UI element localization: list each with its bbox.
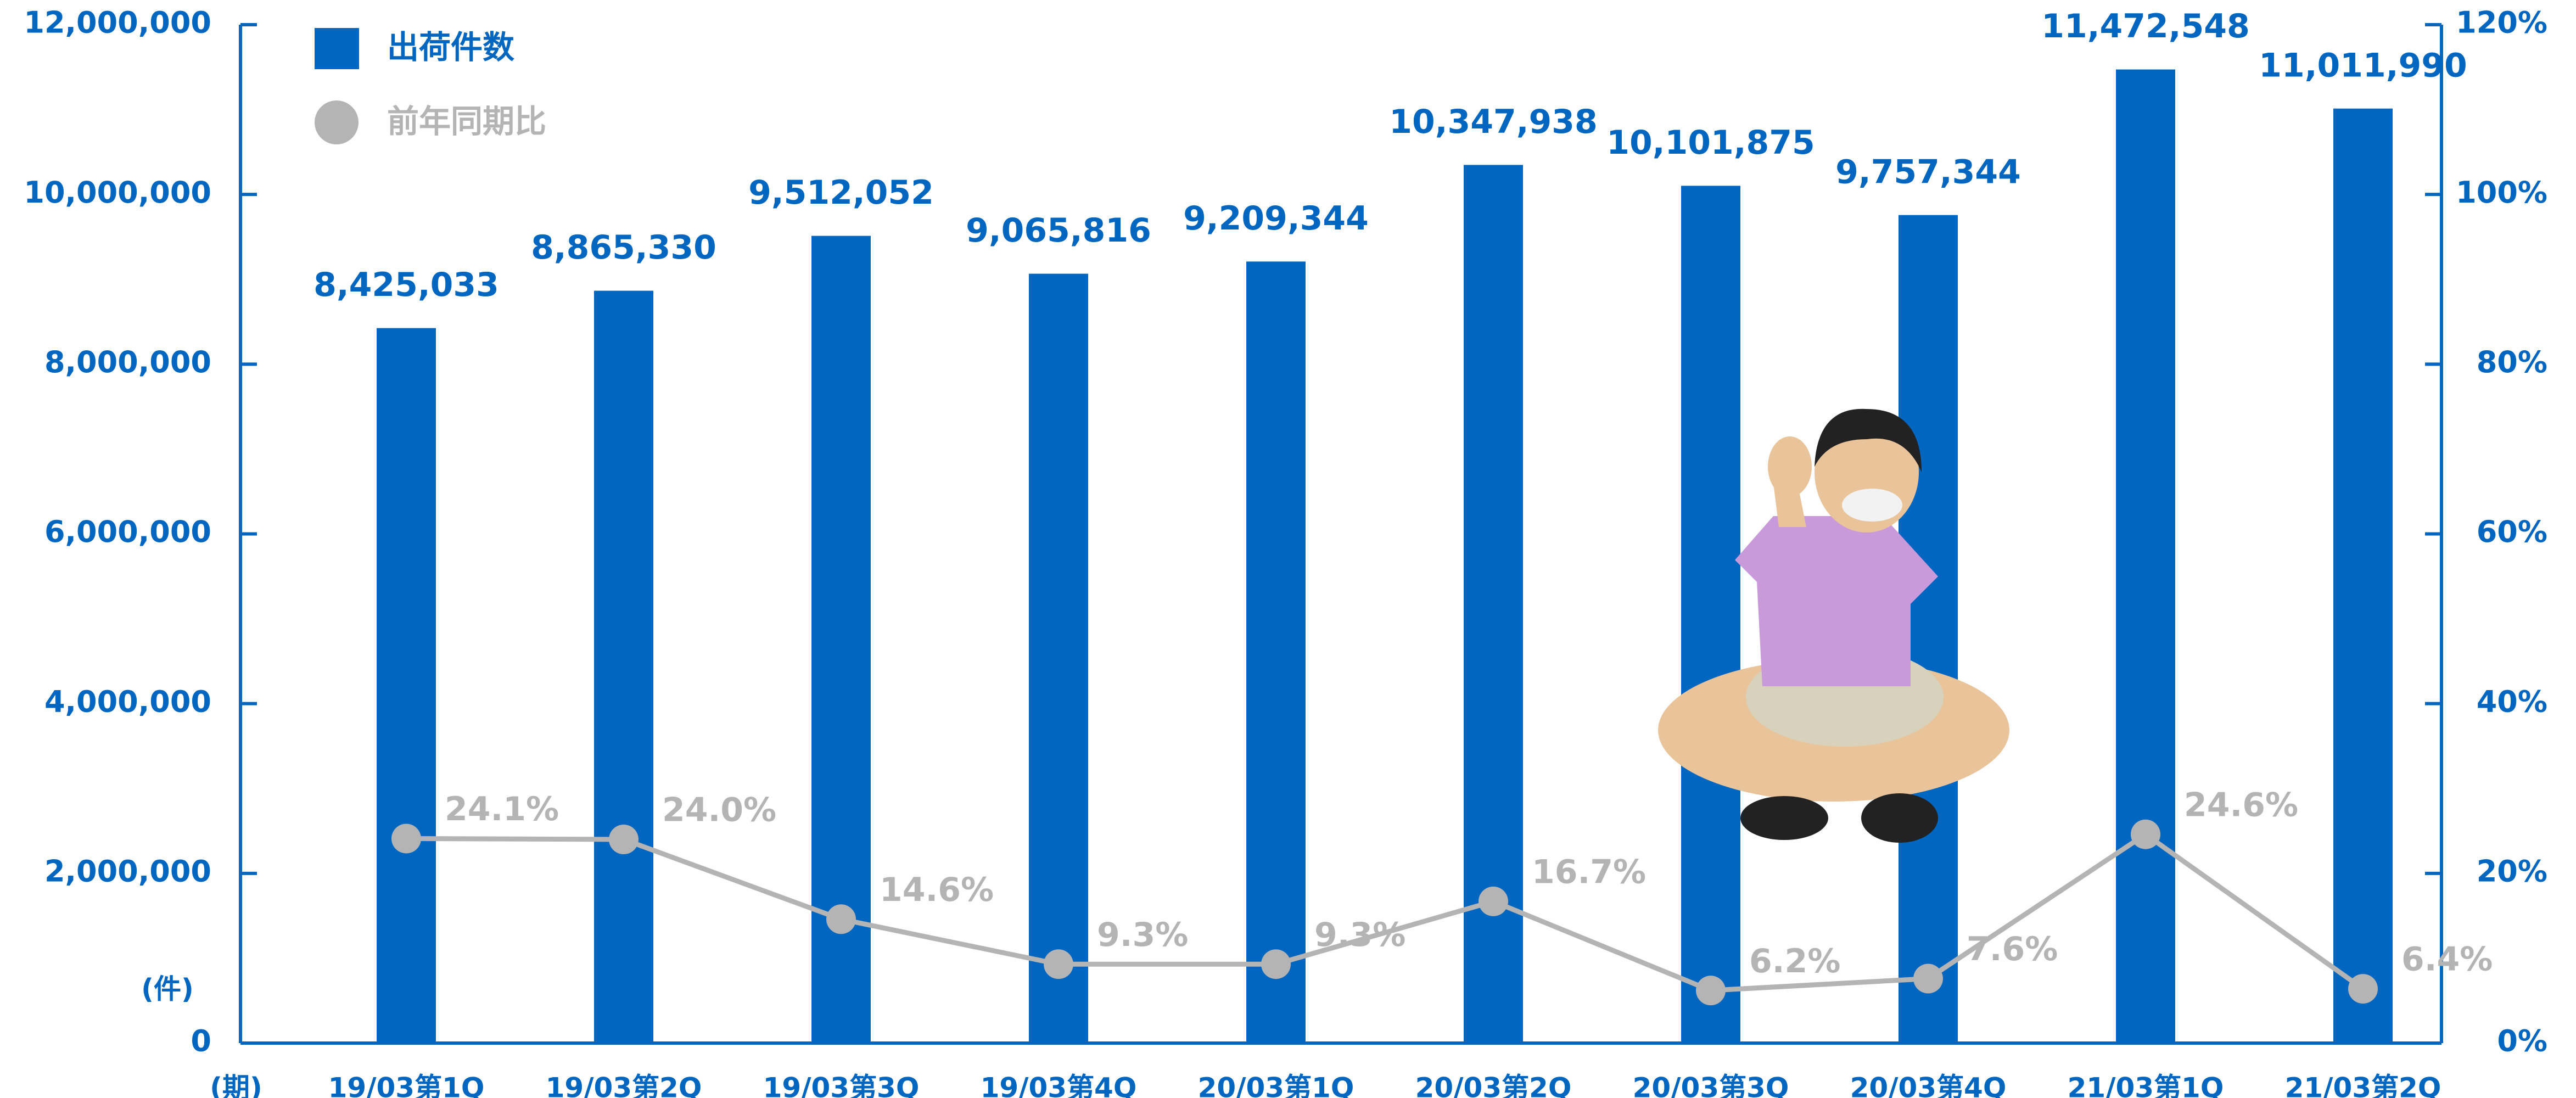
bar-value-label: 9,512,052 (748, 173, 934, 212)
x-tick-label: 19/03第1Q (328, 1072, 485, 1098)
x-tick-label: 20/03第4Q (1850, 1072, 2007, 1098)
figure-hair (1815, 408, 1922, 472)
y2-tick-label: 120% (2456, 5, 2547, 40)
line-value-label: 14.6% (880, 871, 994, 909)
x-tick-label: 20/03第1Q (1198, 1072, 1354, 1098)
x-axis-label: (期) (210, 1072, 262, 1098)
bar-value-label: 9,757,344 (1835, 153, 2021, 191)
y2-tick-label: 80% (2477, 345, 2547, 379)
y-tick-label: 4,000,000 (44, 684, 211, 719)
x-tick-label: 20/03第2Q (1415, 1072, 1572, 1098)
y-tick-label: 12,000,000 (24, 5, 211, 40)
figure-shoe (1861, 793, 1938, 843)
legend-label: 前年同期比 (387, 103, 546, 140)
y2-tick-label: 40% (2477, 684, 2547, 719)
illustration (1658, 408, 2009, 843)
bar-value-label: 9,065,816 (966, 211, 1151, 250)
line-point (1913, 963, 1943, 994)
x-tick-label: 19/03第4Q (981, 1072, 1137, 1098)
line-value-label: 6.2% (1749, 942, 1840, 981)
line-value-label: 6.4% (2401, 940, 2493, 979)
figure-mask (1842, 489, 1902, 522)
bar (2333, 108, 2393, 1044)
figure-shirt (1735, 516, 1938, 686)
line-value-label: 7.6% (1967, 930, 2058, 968)
bar-value-label: 10,101,875 (1606, 124, 1815, 162)
bar (1029, 273, 1088, 1044)
line-point (1479, 886, 1508, 916)
bar-value-label: 8,425,033 (313, 266, 499, 304)
bar (2116, 69, 2175, 1044)
line-value-label: 9.3% (1314, 916, 1405, 954)
line-point (826, 904, 856, 934)
line-value-label: 24.1% (445, 790, 559, 828)
y2-tick-label: 60% (2477, 514, 2547, 549)
legend-swatch (315, 100, 359, 144)
x-tick-label: 21/03第1Q (2068, 1072, 2224, 1098)
y-tick-label: 8,000,000 (44, 345, 211, 379)
bar-value-label: 11,011,990 (2259, 46, 2467, 85)
legend-label: 出荷件数 (387, 29, 514, 66)
x-tick-label: 19/03第2Q (546, 1072, 702, 1098)
y-tick-label: 2,000,000 (44, 854, 211, 888)
y2-tick-label: 0% (2497, 1024, 2547, 1058)
x-tick-label: 20/03第3Q (1633, 1072, 1789, 1098)
bar-value-label: 11,472,548 (2041, 7, 2250, 46)
y2-tick-label: 20% (2477, 854, 2547, 888)
line-value-label: 24.0% (662, 791, 776, 830)
line-point (1044, 949, 1073, 979)
line-value-label: 24.6% (2184, 786, 2298, 824)
line-point (2348, 974, 2378, 1004)
line-value-label: 9.3% (1097, 916, 1188, 954)
y-tick-label: 6,000,000 (44, 514, 211, 549)
bar (1246, 261, 1306, 1043)
bar-value-label: 9,209,344 (1183, 199, 1369, 238)
legend-swatch (315, 28, 359, 69)
figure-shoe (1740, 796, 1828, 840)
line-point (2131, 819, 2160, 849)
line (406, 831, 2365, 993)
figure-hand (1768, 436, 1812, 497)
line-point (1261, 949, 1291, 979)
bar (377, 328, 436, 1043)
x-tick-label: 21/03第2Q (2285, 1072, 2441, 1098)
line-point (609, 825, 639, 854)
y2-tick-label: 100% (2456, 175, 2547, 210)
line-point (391, 824, 421, 854)
line-point (1696, 976, 1726, 1006)
x-tick-label: 19/03第3Q (763, 1072, 920, 1098)
bar (1681, 186, 1740, 1044)
bar (594, 290, 653, 1043)
y-tick-label: 10,000,000 (24, 175, 211, 210)
y-tick-label: 0 (191, 1024, 211, 1058)
bar-value-label: 10,347,938 (1389, 103, 1598, 141)
y-axis-label: (件) (141, 973, 194, 1005)
line-value-label: 16.7% (1532, 853, 1646, 891)
bar-value-label: 8,865,330 (531, 228, 716, 267)
